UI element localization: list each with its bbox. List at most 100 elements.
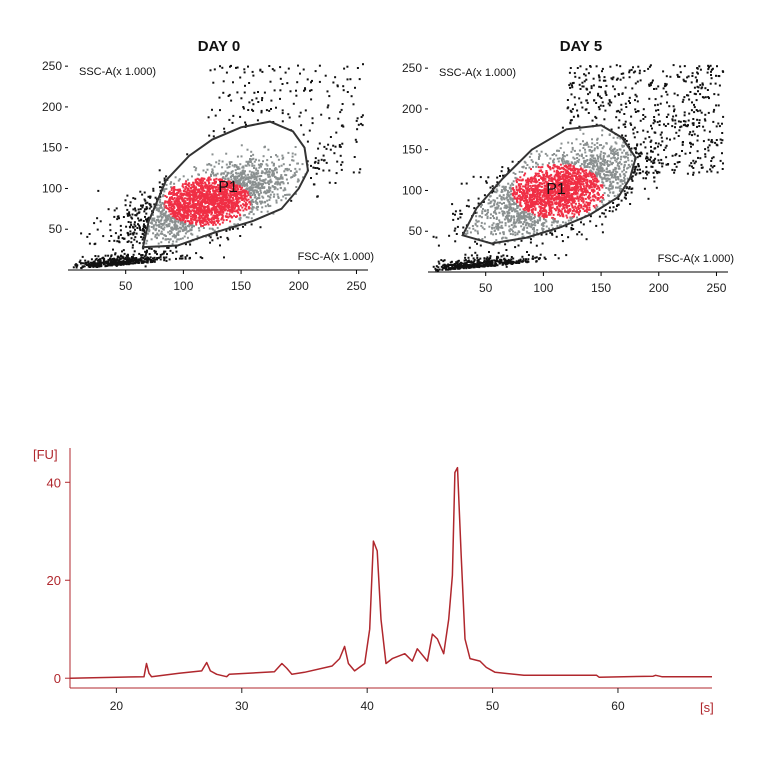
event-dot bbox=[500, 189, 503, 192]
event-dot bbox=[554, 209, 557, 212]
debris-dot bbox=[189, 256, 191, 259]
event-dot bbox=[170, 228, 173, 231]
event-dot bbox=[93, 222, 96, 225]
debris-dot bbox=[130, 262, 133, 265]
event-dot bbox=[617, 198, 620, 200]
event-dot bbox=[189, 199, 192, 202]
event-dot bbox=[173, 205, 176, 208]
debris-dot bbox=[146, 249, 148, 252]
event-dot bbox=[229, 185, 232, 187]
event-dot bbox=[621, 151, 624, 154]
event-dot bbox=[544, 180, 547, 183]
event-dot bbox=[295, 170, 298, 173]
event-dot bbox=[586, 180, 589, 183]
event-dot bbox=[194, 196, 197, 199]
event-dot bbox=[175, 199, 178, 202]
event-dot bbox=[528, 155, 531, 158]
event-dot bbox=[497, 224, 500, 226]
event-dot bbox=[219, 65, 221, 68]
event-dot bbox=[174, 221, 177, 224]
event-dot bbox=[199, 194, 201, 197]
event-dot bbox=[287, 113, 290, 116]
event-dot bbox=[251, 108, 253, 111]
event-dot bbox=[194, 206, 197, 209]
event-dot bbox=[361, 124, 364, 127]
y-tick-label: 200 bbox=[42, 100, 62, 114]
event-dot bbox=[563, 175, 566, 178]
y-tick-label: 50 bbox=[49, 222, 63, 236]
event-dot bbox=[224, 208, 227, 211]
event-dot bbox=[171, 196, 173, 199]
event-dot bbox=[527, 182, 530, 184]
event-dot bbox=[195, 219, 198, 222]
event-dot bbox=[199, 182, 202, 185]
event-dot bbox=[201, 181, 204, 184]
event-dot bbox=[495, 218, 498, 220]
event-dot bbox=[613, 147, 616, 150]
event-dot bbox=[341, 161, 344, 164]
event-dot bbox=[175, 215, 178, 218]
event-dot bbox=[578, 213, 580, 216]
event-dot bbox=[556, 206, 559, 209]
event-dot bbox=[218, 192, 221, 195]
event-dot bbox=[201, 219, 203, 222]
event-dot bbox=[546, 190, 549, 193]
event-dot bbox=[205, 192, 208, 195]
event-dot bbox=[493, 226, 496, 229]
event-dot bbox=[172, 203, 175, 206]
event-dot bbox=[244, 121, 247, 124]
debris-dot bbox=[103, 259, 106, 262]
event-dot bbox=[165, 207, 168, 210]
debris-dot bbox=[78, 261, 81, 263]
event-dot bbox=[246, 203, 249, 206]
event-dot bbox=[562, 204, 565, 207]
event-dot bbox=[180, 196, 183, 199]
event-dot bbox=[525, 203, 528, 206]
event-dot bbox=[247, 178, 250, 181]
event-dot bbox=[236, 182, 239, 185]
event-dot bbox=[118, 241, 121, 244]
event-dot bbox=[551, 154, 554, 156]
event-dot bbox=[201, 177, 204, 180]
event-dot bbox=[580, 196, 583, 199]
event-dot bbox=[563, 155, 566, 158]
event-dot bbox=[226, 166, 229, 169]
event-dot bbox=[134, 214, 137, 217]
event-dot bbox=[472, 227, 475, 230]
event-dot bbox=[272, 195, 275, 198]
event-dot bbox=[260, 111, 263, 114]
event-dot bbox=[523, 199, 525, 202]
event-dot bbox=[282, 156, 285, 159]
event-dot bbox=[230, 99, 233, 102]
debris-dot bbox=[130, 259, 133, 262]
event-dot bbox=[636, 156, 639, 159]
event-dot bbox=[489, 217, 492, 219]
event-dot bbox=[257, 183, 260, 186]
event-dot bbox=[538, 219, 541, 222]
event-dot bbox=[229, 196, 232, 199]
event-dot bbox=[217, 221, 219, 224]
event-dot bbox=[156, 204, 159, 206]
event-dot bbox=[459, 216, 462, 219]
event-dot bbox=[601, 231, 604, 234]
debris-dot bbox=[159, 255, 162, 258]
event-dot bbox=[558, 210, 561, 212]
debris-dot bbox=[163, 259, 166, 262]
event-dot bbox=[499, 175, 501, 177]
event-dot bbox=[625, 171, 628, 174]
event-dot bbox=[502, 196, 505, 199]
event-dot bbox=[501, 210, 504, 213]
event-dot bbox=[233, 188, 236, 191]
event-dot bbox=[163, 226, 166, 229]
event-dot bbox=[510, 224, 513, 226]
event-dot bbox=[555, 220, 558, 223]
event-dot bbox=[231, 209, 234, 212]
event-dot bbox=[195, 197, 198, 200]
event-dot bbox=[591, 138, 593, 141]
event-dot bbox=[602, 177, 605, 180]
event-dot bbox=[198, 179, 201, 182]
event-dot bbox=[578, 149, 581, 152]
event-dot bbox=[623, 169, 625, 172]
event-dot bbox=[545, 233, 548, 236]
debris-dot bbox=[90, 261, 92, 264]
